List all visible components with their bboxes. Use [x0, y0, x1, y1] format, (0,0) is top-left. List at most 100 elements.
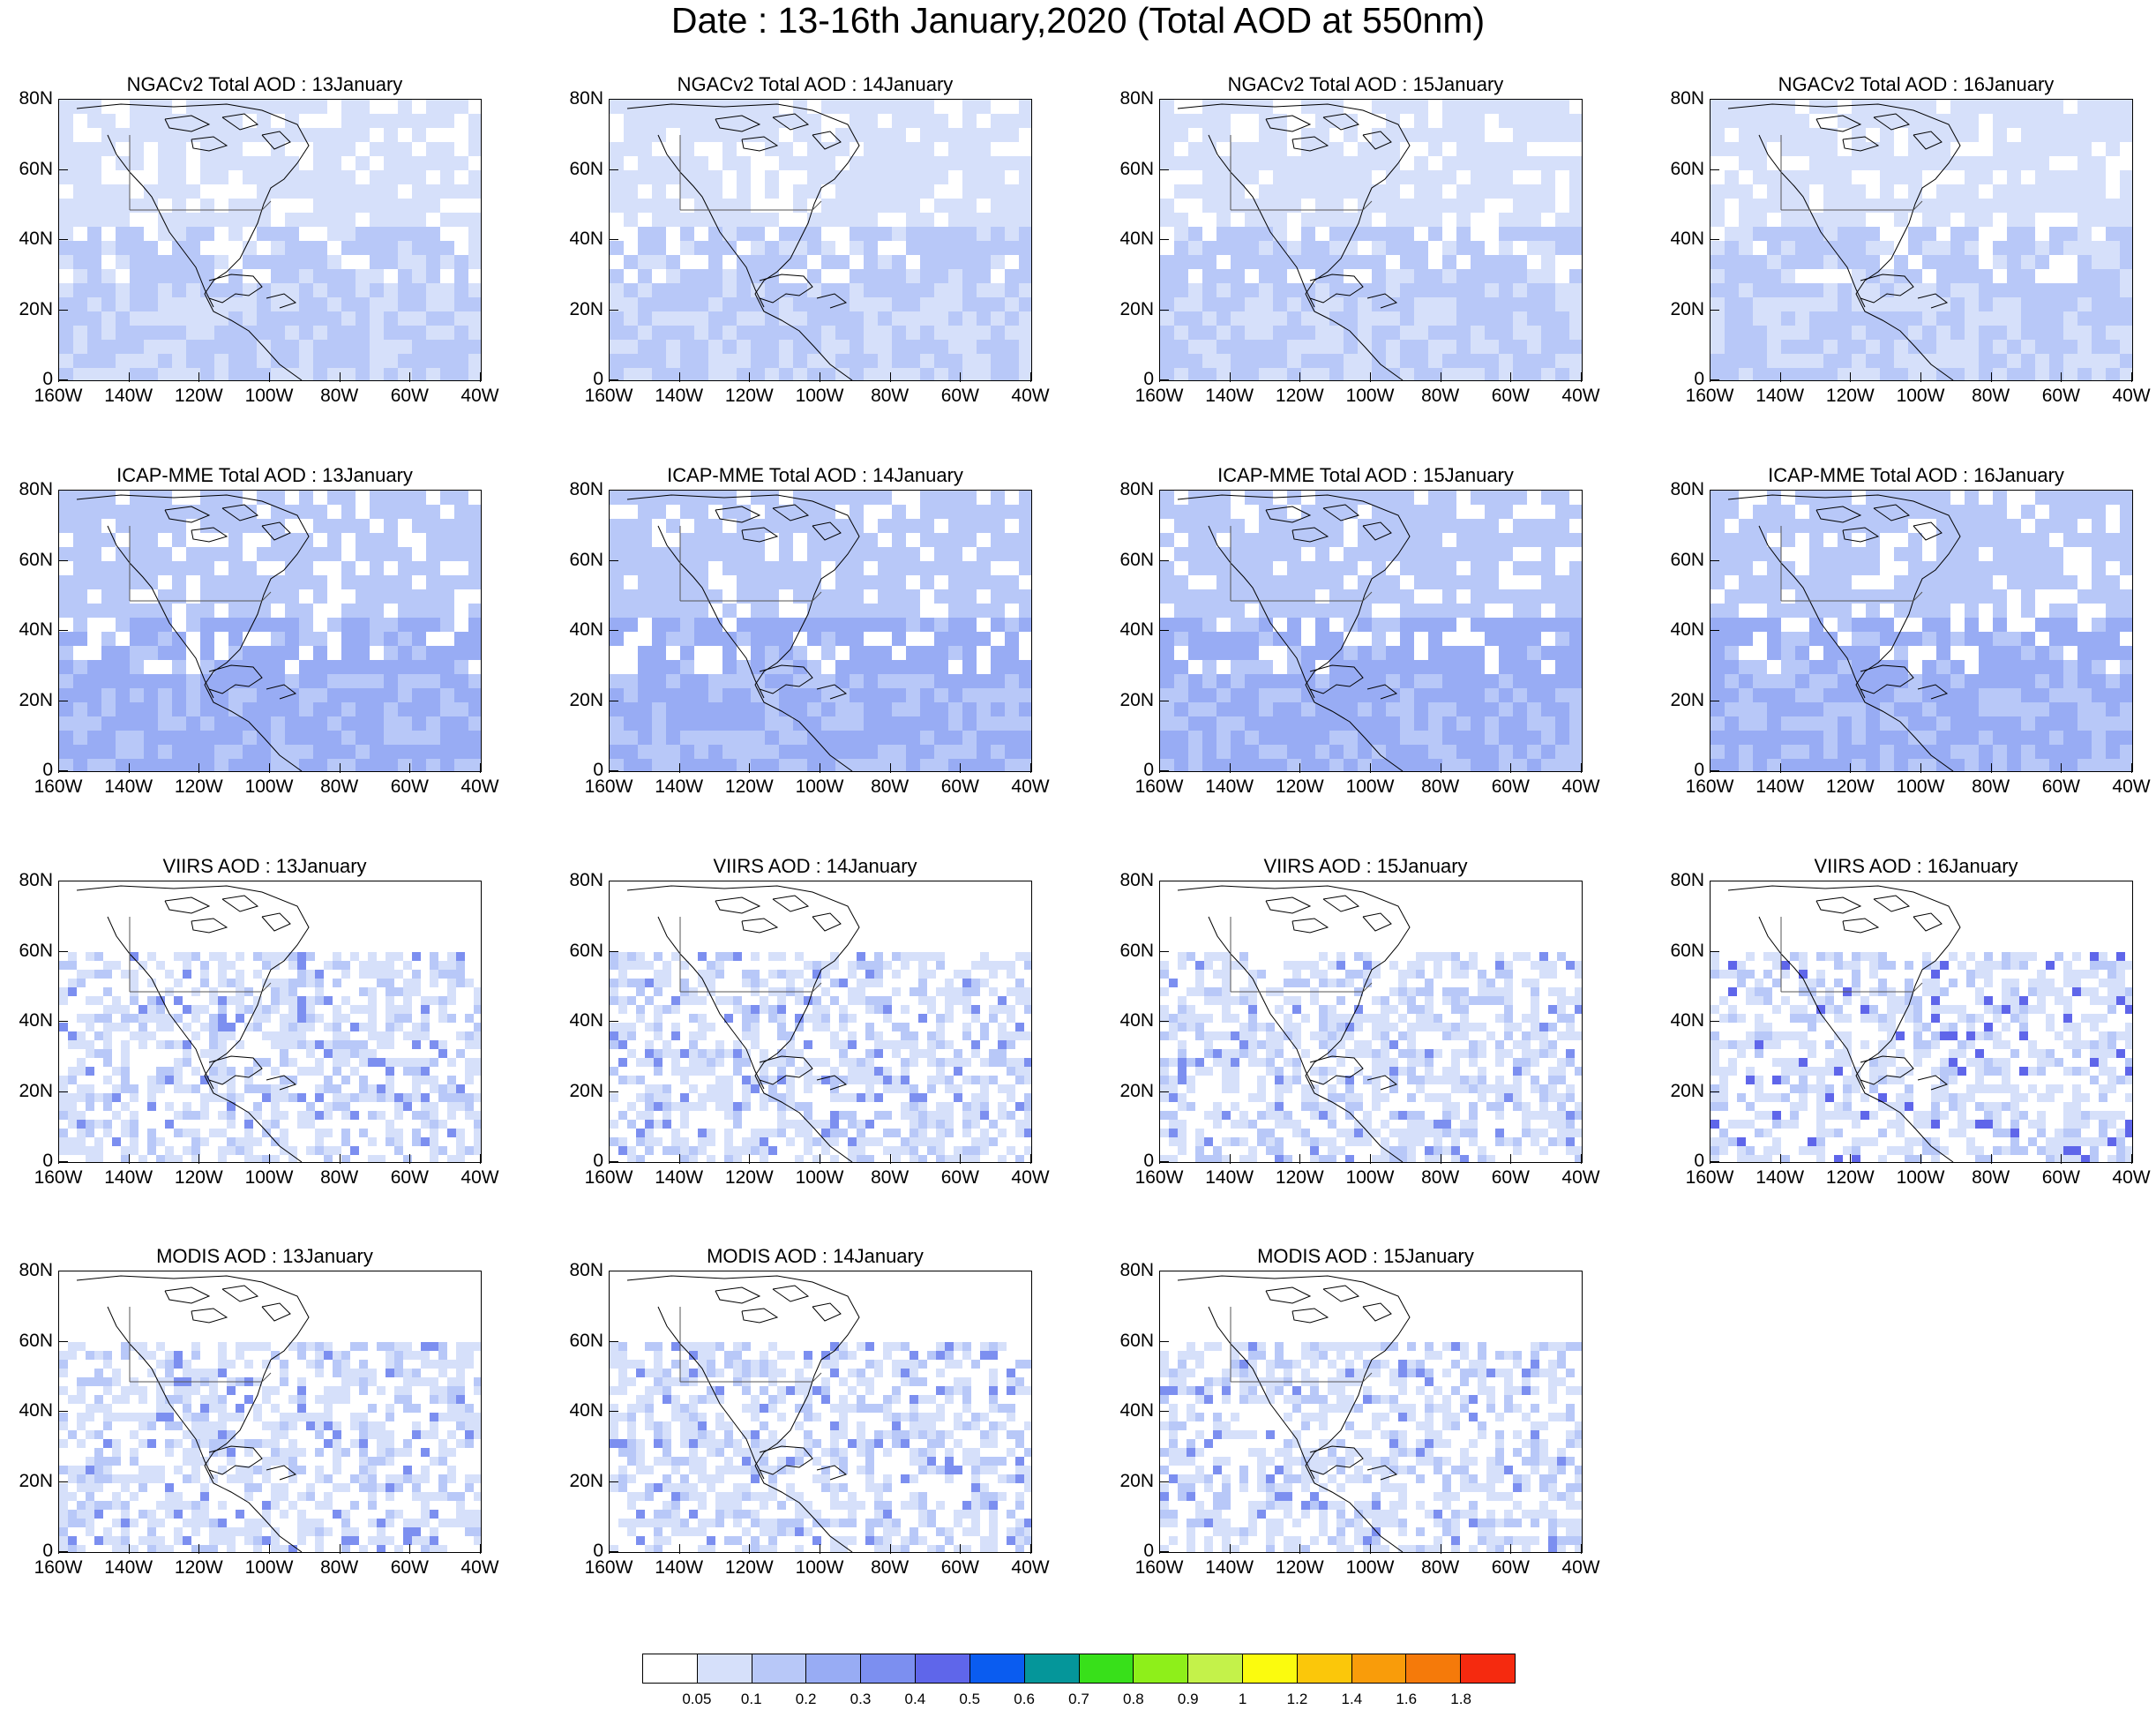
- x-tick: [609, 763, 610, 773]
- y-tick-label: 40N: [1119, 229, 1154, 249]
- x-tick: [609, 1544, 610, 1554]
- x-tick-label: 140W: [1755, 776, 1805, 797]
- x-tick: [269, 763, 270, 773]
- x-tick-label: 140W: [1755, 386, 1805, 406]
- x-tick-label: 40W: [1561, 386, 1600, 406]
- aod-field: [59, 100, 481, 380]
- aod-field: [1711, 100, 2132, 380]
- island-outline: [1815, 115, 1862, 132]
- panel-title: NGACv2 Total AOD : 14January: [677, 73, 954, 95]
- west-coastline: [107, 916, 214, 1090]
- x-tick: [1850, 372, 1852, 382]
- x-tick: [1990, 763, 1992, 773]
- x-tick: [339, 1544, 341, 1554]
- x-tick-label: 160W: [1134, 776, 1184, 797]
- west-coastline: [657, 916, 765, 1090]
- x-tick: [960, 1544, 962, 1554]
- island-outline: [816, 684, 848, 700]
- y-tick: [58, 490, 68, 491]
- y-tick: [1710, 169, 1719, 170]
- x-tick: [480, 763, 481, 773]
- y-tick-label: 60N: [1670, 940, 1704, 961]
- y-tick-label: 20N: [569, 1470, 603, 1491]
- island-outline: [772, 504, 810, 521]
- coastline: [626, 103, 860, 380]
- colorbar-label: 0.5: [959, 1691, 981, 1707]
- y-tick-label: 20N: [19, 689, 53, 710]
- colorbar-cell: [1079, 1654, 1134, 1683]
- gulf-coastline: [759, 1445, 813, 1475]
- x-tick: [749, 1544, 751, 1554]
- y-tick-label: 20N: [1670, 298, 1704, 319]
- y-tick: [58, 1161, 68, 1162]
- map-area: [609, 1271, 1032, 1553]
- y-tick-label: 40N: [1119, 1400, 1154, 1421]
- map-area: [58, 99, 482, 381]
- y-tick-label: 20N: [1119, 1080, 1154, 1101]
- country-border: [1781, 591, 1923, 602]
- x-tick: [889, 763, 891, 773]
- aod-field: [1160, 491, 1582, 771]
- y-tick-label: 0: [1143, 1151, 1154, 1171]
- x-tick-label: 160W: [584, 1167, 633, 1188]
- colorbar-cell: [969, 1654, 1025, 1683]
- x-tick: [409, 1154, 411, 1164]
- x-tick-label: 160W: [1134, 386, 1184, 406]
- x-tick-label: 140W: [104, 1167, 153, 1188]
- x-tick-label: 160W: [584, 776, 633, 797]
- x-tick-label: 40W: [2112, 776, 2151, 797]
- x-tick-label: 120W: [724, 1557, 774, 1578]
- coastline: [76, 885, 310, 1162]
- y-tick-label: 20N: [1119, 1470, 1154, 1491]
- y-tick: [609, 630, 618, 631]
- x-tick-label: 160W: [1685, 776, 1734, 797]
- y-tick: [1159, 309, 1169, 311]
- coastline: [76, 1275, 310, 1552]
- y-tick-label: 20N: [1119, 689, 1154, 710]
- island-outline: [266, 1075, 297, 1091]
- x-tick-label: 60W: [940, 1557, 979, 1578]
- colorbar-label: 0.2: [795, 1691, 817, 1707]
- island-outline: [1366, 1075, 1398, 1091]
- x-tick-label: 100W: [1345, 1557, 1395, 1578]
- y-tick: [58, 99, 68, 100]
- island-outline: [772, 895, 810, 912]
- x-tick: [1299, 372, 1301, 382]
- x-tick: [1229, 1154, 1231, 1164]
- y-tick: [58, 559, 68, 561]
- y-tick: [1159, 99, 1169, 100]
- y-tick-label: 20N: [569, 298, 603, 319]
- island-outline: [1291, 527, 1329, 543]
- island-outline: [1265, 1286, 1312, 1304]
- x-tick: [1710, 763, 1711, 773]
- y-tick: [1159, 1481, 1169, 1482]
- island-outline: [715, 896, 761, 914]
- aod-field: [1711, 885, 2132, 1162]
- island-outline: [1362, 1302, 1392, 1322]
- y-tick-label: 80N: [19, 1260, 53, 1280]
- x-tick: [749, 372, 751, 382]
- map-panel: ICAP-MME Total AOD : 15January 80N 60N 40N 2…: [1101, 463, 1630, 843]
- y-tick-label: 40N: [1119, 1010, 1154, 1031]
- west-coastline: [1208, 916, 1315, 1090]
- colorbar-label: 0.1: [740, 1691, 762, 1707]
- coastline: [1727, 494, 1961, 771]
- west-coastline: [107, 134, 214, 308]
- y-tick-label: 80N: [1119, 870, 1154, 890]
- x-tick-label: 60W: [1491, 386, 1530, 406]
- x-tick-label: 100W: [244, 1557, 294, 1578]
- y-tick-label: 40N: [1670, 1010, 1704, 1031]
- figure-title: Date : 13-16th January,2020 (Total AOD a…: [670, 0, 1486, 41]
- y-tick: [1159, 169, 1169, 170]
- island-outline: [1815, 506, 1862, 523]
- panel-title: MODIS AOD : 14January: [707, 1245, 924, 1267]
- y-tick: [1159, 1340, 1169, 1342]
- island-outline: [261, 131, 291, 150]
- west-coastline: [657, 134, 765, 308]
- map-panel: MODIS AOD : 13January 80N 60N 40N 20N 0 160W 14…: [0, 1244, 529, 1624]
- x-tick-label: 140W: [655, 1167, 704, 1188]
- y-tick-label: 80N: [1119, 1260, 1154, 1280]
- x-tick: [58, 763, 59, 773]
- gulf-coastline: [1309, 1055, 1364, 1085]
- y-tick-label: 40N: [1670, 619, 1704, 640]
